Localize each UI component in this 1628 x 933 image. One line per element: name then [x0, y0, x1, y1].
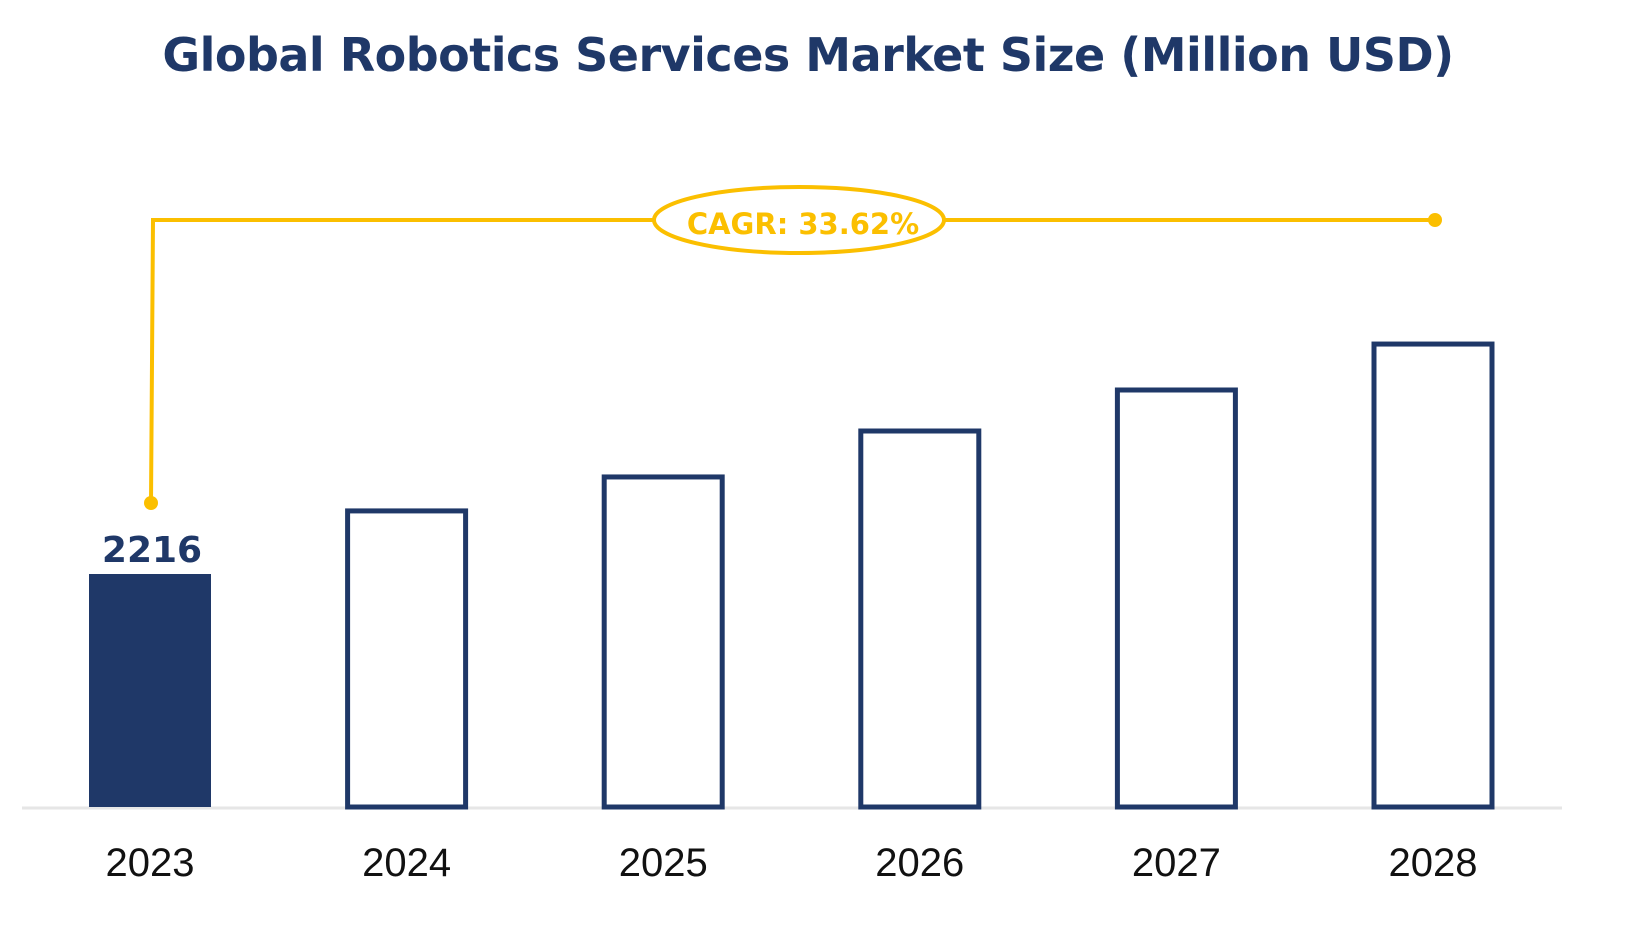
- cagr-end-dot: [1428, 213, 1442, 227]
- cagr-line: [149, 218, 653, 504]
- x-tick-label: 2027: [1132, 841, 1221, 885]
- bar-2023: [89, 574, 211, 807]
- cagr-ellipse: [652, 185, 946, 255]
- bar-2027: [1114, 387, 1238, 810]
- cagr-annotation: CAGR: 33.62%: [144, 185, 1442, 510]
- bar-2026: [858, 428, 982, 810]
- x-tick-label: 2023: [106, 841, 195, 885]
- cagr-label: CAGR: 33.62%: [687, 207, 919, 241]
- bar-2024: [345, 508, 469, 810]
- x-tick-label: 2025: [619, 841, 708, 885]
- data-label: 2216: [102, 530, 202, 571]
- x-tick-label: 2026: [875, 841, 964, 885]
- chart-title: Global Robotics Services Market Size (Mi…: [162, 28, 1454, 82]
- x-tick-label: 2024: [362, 841, 451, 885]
- cagr-start-dot: [144, 496, 158, 510]
- bar-2028: [1371, 341, 1495, 810]
- x-tick-label: 2028: [1389, 841, 1478, 885]
- bar-2025: [601, 474, 725, 810]
